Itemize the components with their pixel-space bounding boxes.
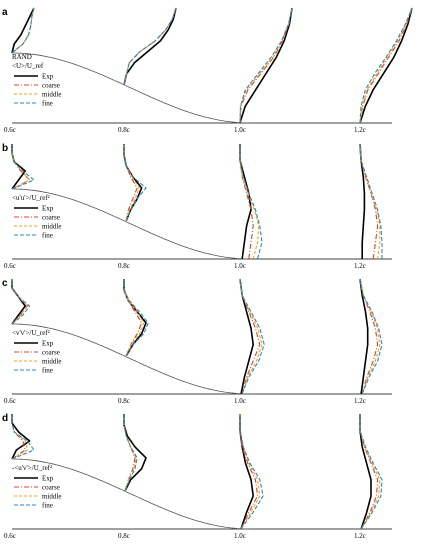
profile-exp-line bbox=[11, 279, 26, 325]
station-tick-label: 1.2c bbox=[354, 532, 366, 540]
profile-middle-line bbox=[11, 7, 35, 54]
profile-exp-line bbox=[11, 7, 35, 54]
profile-fine-line bbox=[123, 414, 138, 492]
profile-coarse-line bbox=[11, 279, 28, 325]
profile-fine-line bbox=[359, 7, 413, 124]
panel-d: d 0.6c 0.8c 1.0c 1.2c -<u'v'>/U_ref² Expcoarse… bbox=[2, 413, 392, 540]
station-tick-label: 0.8c bbox=[118, 262, 130, 270]
profile-fine-line bbox=[359, 414, 383, 530]
legend-entry: coarse bbox=[42, 214, 60, 222]
hill-surface bbox=[12, 188, 249, 260]
profile-exp-line bbox=[123, 414, 147, 492]
panel-letter: c bbox=[2, 278, 8, 289]
profile-fine-line bbox=[11, 144, 35, 190]
legend-entry: Exp bbox=[42, 475, 54, 483]
legend-entry: fine bbox=[42, 232, 53, 240]
profile-middle-line bbox=[123, 144, 140, 221]
profile-coarse-line bbox=[123, 7, 177, 85]
station-tick-label: 1.2c bbox=[354, 397, 366, 405]
panel-header: RAND bbox=[12, 53, 32, 61]
profile-fine-line bbox=[123, 279, 149, 357]
station-tick-label: 1.0c bbox=[234, 126, 246, 134]
station-tick-label: 1.2c bbox=[354, 262, 366, 270]
panel-b: b 0.6c 0.8c 1.0c 1.2c <u'u'>/U_ref² Expcoarsem… bbox=[2, 143, 392, 270]
profile-fine-line bbox=[239, 7, 293, 123]
legend-entry: coarse bbox=[42, 484, 60, 492]
profile-coarse-line bbox=[239, 414, 259, 529]
quantity-label: <U>/U_ref bbox=[12, 62, 44, 70]
profile-fine-line bbox=[239, 144, 263, 259]
profile-middle-line bbox=[359, 7, 413, 124]
profile-exp-line bbox=[123, 144, 143, 222]
station-tick-label: 1.2c bbox=[354, 126, 366, 134]
hill-surface bbox=[12, 52, 249, 124]
profile-middle-line bbox=[359, 414, 381, 530]
quantity-label: <u'u'>/U_ref² bbox=[12, 194, 50, 202]
legend-entry: fine bbox=[42, 502, 53, 510]
legend-entry: coarse bbox=[42, 349, 60, 357]
legend-entry: Exp bbox=[42, 205, 54, 213]
station-tick-label: 0.6c bbox=[4, 532, 16, 540]
profile-coarse-line bbox=[123, 144, 138, 221]
profile-middle-line bbox=[239, 278, 263, 394]
profile-middle-line bbox=[239, 7, 293, 123]
profile-fine-line bbox=[359, 143, 383, 259]
station-tick-label: 0.8c bbox=[118, 532, 130, 540]
panel-a: a 0.6c 0.8c 1.0c 1.2c RAND<U>/U_ref Expcoarsem… bbox=[2, 7, 413, 134]
profile-middle-line bbox=[239, 414, 261, 529]
quantity-label: <v'v'>/U_ref² bbox=[12, 329, 50, 337]
profile-fine-line bbox=[359, 278, 383, 395]
profile-exp-line bbox=[123, 279, 147, 357]
profile-fine-line bbox=[11, 414, 35, 460]
quantity-label: -<u'v'>/U_ref² bbox=[12, 464, 52, 472]
station-tick-label: 0.6c bbox=[4, 397, 16, 405]
profile-exp-line bbox=[359, 414, 372, 530]
legend-entry: middle bbox=[42, 493, 61, 501]
station-tick-label: 1.0c bbox=[234, 532, 246, 540]
profile-exp-line bbox=[359, 143, 366, 259]
station-tick-label: 1.0c bbox=[234, 397, 246, 405]
station-tick-label: 0.6c bbox=[4, 126, 16, 134]
legend-entry: Exp bbox=[42, 340, 54, 348]
profile-fine-line bbox=[11, 279, 31, 325]
profile-exp-line bbox=[123, 7, 177, 85]
profile-coarse-line bbox=[239, 144, 254, 259]
profile-fine-line bbox=[123, 7, 177, 85]
profile-middle-line bbox=[11, 279, 28, 325]
hill-surface bbox=[12, 458, 249, 530]
profile-exp-line bbox=[359, 278, 369, 395]
panel-letter: d bbox=[2, 413, 8, 424]
profile-exp-line bbox=[239, 7, 293, 123]
profile-middle-line bbox=[123, 7, 177, 85]
station-tick-label: 0.6c bbox=[4, 262, 16, 270]
legend-entry: fine bbox=[42, 100, 53, 108]
panel-letter: b bbox=[2, 143, 8, 154]
profile-coarse-line bbox=[11, 414, 26, 460]
profile-coarse-line bbox=[359, 414, 379, 530]
legend-entry: coarse bbox=[42, 82, 60, 90]
legend-entry: middle bbox=[42, 223, 61, 231]
panel-letter: a bbox=[2, 7, 8, 18]
profile-fine-line bbox=[123, 144, 147, 222]
panel-c: c 0.6c 0.8c 1.0c 1.2c <v'v'>/U_ref² Expcoarsem… bbox=[2, 278, 392, 405]
station-tick-label: 1.0c bbox=[234, 262, 246, 270]
profile-middle-line bbox=[123, 414, 137, 491]
legend-entry: fine bbox=[42, 367, 53, 375]
profile-fine-line bbox=[11, 7, 35, 54]
legend-entry: Exp bbox=[42, 73, 54, 81]
profile-fine-line bbox=[239, 278, 265, 394]
hill-surface bbox=[12, 323, 249, 395]
legend-entry: middle bbox=[42, 91, 61, 99]
station-tick-label: 0.8c bbox=[118, 397, 130, 405]
legend-entry: middle bbox=[42, 358, 61, 366]
station-tick-label: 0.8c bbox=[118, 126, 130, 134]
profile-exp-line bbox=[359, 7, 413, 124]
profile-coarse-line bbox=[359, 7, 413, 124]
